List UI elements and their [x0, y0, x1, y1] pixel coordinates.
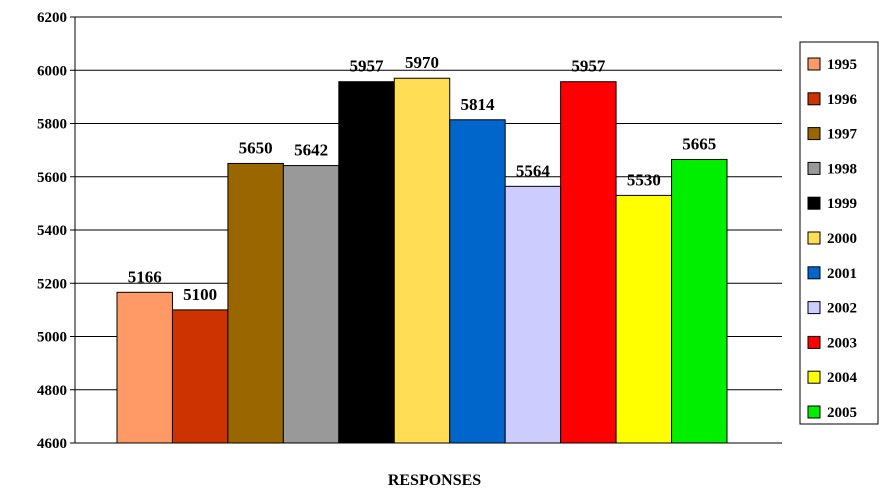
bars [116, 77, 728, 444]
bar-1999 [338, 81, 395, 444]
legend-swatch-1995 [807, 57, 821, 71]
bar-1998 [282, 165, 340, 444]
data-label-1999: 5957 [350, 57, 385, 76]
legend-swatch-2001 [807, 266, 821, 280]
legend-swatch-2002 [807, 301, 821, 315]
y-tick-label: 5800 [37, 117, 67, 133]
bar-1995 [116, 291, 173, 444]
legend-label-1999: 1999 [827, 196, 857, 212]
legend-swatch-1996 [807, 92, 821, 106]
bar-1997 [227, 162, 284, 444]
legend-label-2004: 2004 [827, 370, 858, 386]
y-axis-ticks: 4600 4800 5000 5200 5400 5600 5800 6000 6200 [37, 10, 75, 452]
legend-label-1998: 1998 [827, 161, 857, 177]
y-tick-label: 6200 [37, 10, 67, 26]
legend-label-1995: 1995 [827, 57, 857, 73]
data-label-1997: 5650 [239, 138, 273, 157]
data-label-2004: 5530 [627, 170, 661, 189]
y-tick-label: 6000 [37, 63, 67, 79]
y-tick-label: 5200 [37, 276, 67, 292]
legend-swatch-1998 [807, 161, 821, 175]
legend-swatch-1997 [807, 127, 821, 141]
data-label-1998: 5642 [294, 141, 328, 160]
legend-swatch-1999 [807, 196, 821, 210]
y-tick-label: 4800 [37, 383, 67, 399]
legend-swatch-2000 [807, 231, 821, 245]
y-tick-label: 5400 [37, 223, 67, 239]
y-tick-label: 4600 [37, 436, 67, 452]
data-labels: 5166 5100 5650 5642 5957 5970 5814 5564 5957 5530… [128, 53, 717, 304]
data-label-2002: 5564 [516, 161, 551, 180]
x-axis-label: RESPONSES [388, 472, 481, 489]
data-label-2000: 5970 [405, 53, 439, 72]
legend-swatch-2005 [807, 405, 821, 419]
legend-label-2003: 2003 [827, 335, 857, 351]
data-label-2005: 5665 [682, 134, 716, 153]
data-label-2001: 5814 [460, 95, 495, 114]
bar-2005 [671, 158, 728, 444]
y-tick-label: 5000 [37, 330, 67, 346]
legend-label-2001: 2001 [827, 266, 857, 282]
legend-label-2002: 2002 [827, 301, 857, 317]
bar-2000 [393, 77, 451, 444]
legend: 1995 1996 1997 1998 1999 2000 2001 2002 2003 2004… [799, 41, 879, 425]
legend-label-1997: 1997 [827, 127, 858, 143]
bar-2003 [560, 81, 617, 444]
bar-2001 [449, 119, 506, 444]
y-tick-label: 5600 [37, 170, 67, 186]
bar-2002 [504, 185, 562, 444]
bar-1996 [171, 309, 229, 444]
data-label-2003: 5957 [571, 57, 606, 76]
legend-swatch-2003 [807, 335, 821, 349]
data-label-1995: 5166 [128, 267, 162, 286]
legend-label-2000: 2000 [827, 231, 857, 247]
bar-2004 [615, 194, 673, 444]
legend-label-1996: 1996 [827, 92, 858, 108]
legend-label-2005: 2005 [827, 405, 857, 421]
legend-swatch-2004 [807, 370, 821, 384]
data-label-1996: 5100 [183, 285, 217, 304]
